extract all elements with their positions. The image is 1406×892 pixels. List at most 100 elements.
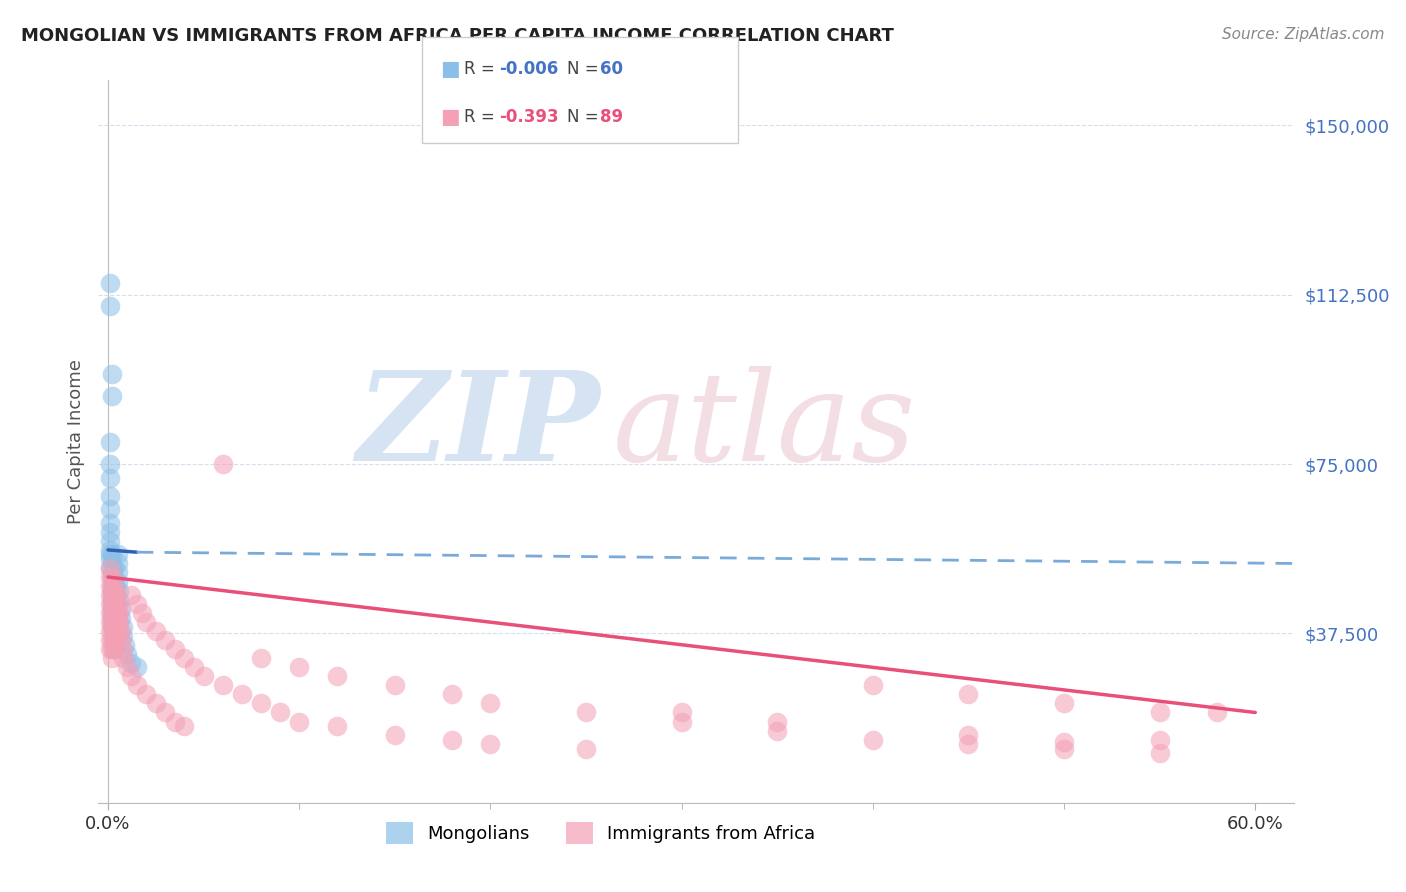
Point [173,651,195,665]
Point [104,579,127,593]
Point [103,642,125,657]
Point [101,624,124,639]
Point [101,588,124,602]
Point [98,489,121,503]
Point [103,633,125,648]
Point [101,651,124,665]
Point [135,687,157,701]
Point [120,656,142,670]
Point [103,570,125,584]
Text: ■: ■ [440,59,460,78]
Point [120,588,142,602]
Text: N =: N = [567,108,603,126]
Text: -0.006: -0.006 [499,60,558,78]
Point [862,732,884,747]
Point [125,678,148,692]
Text: -0.393: -0.393 [499,108,558,126]
Point [101,601,124,615]
Point [103,642,125,657]
Point [104,633,127,648]
Point [115,660,138,674]
Text: R =: R = [464,108,501,126]
Point [173,719,195,733]
Point [145,697,167,711]
Point [103,579,125,593]
Point [101,588,124,602]
Point [98,597,121,611]
Point [103,624,125,639]
Point [101,633,124,648]
Point [101,597,124,611]
Point [98,624,121,639]
Point [671,714,693,729]
Point [766,723,789,738]
Point [163,714,186,729]
Point [101,367,124,381]
Point [98,299,121,313]
Point [98,606,121,620]
Point [104,588,127,602]
Point [98,277,121,291]
Point [104,624,127,639]
Text: atlas: atlas [613,367,915,488]
Text: R =: R = [464,60,501,78]
Point [103,615,125,630]
Point [108,592,131,607]
Point [104,606,127,620]
Point [108,583,131,598]
Point [1053,697,1076,711]
Point [103,561,125,575]
Point [98,434,121,449]
Point [98,579,121,593]
Point [250,697,273,711]
Point [98,642,121,657]
Point [110,633,132,648]
Point [114,638,136,652]
Point [104,615,127,630]
Point [98,615,121,630]
Point [98,588,121,602]
Point [441,687,464,701]
Point [155,706,177,720]
Point [104,597,127,611]
Point [107,615,129,630]
Point [211,678,233,692]
Point [103,588,125,602]
Point [103,615,125,630]
Point [957,728,980,742]
Point [125,660,148,674]
Point [155,633,177,648]
Point [101,642,124,657]
Y-axis label: Per Capita Income: Per Capita Income [66,359,84,524]
Point [101,579,124,593]
Point [98,524,121,539]
Point [957,737,980,751]
Point [107,574,129,589]
Point [135,615,157,630]
Point [103,633,125,648]
Point [107,624,129,639]
Point [104,606,127,620]
Point [101,592,124,607]
Point [101,610,124,624]
Point [108,606,131,620]
Point [98,502,121,516]
Point [103,597,125,611]
Point [1149,706,1171,720]
Point [1149,732,1171,747]
Point [98,516,121,530]
Point [326,719,349,733]
Point [112,629,135,643]
Point [98,570,121,584]
Point [98,533,121,548]
Point [101,597,124,611]
Point [145,624,167,639]
Point [288,660,311,674]
Point [110,624,132,639]
Point [98,561,121,575]
Point [115,647,138,661]
Point [163,642,186,657]
Point [101,615,124,630]
Point [98,552,121,566]
Point [112,642,135,657]
